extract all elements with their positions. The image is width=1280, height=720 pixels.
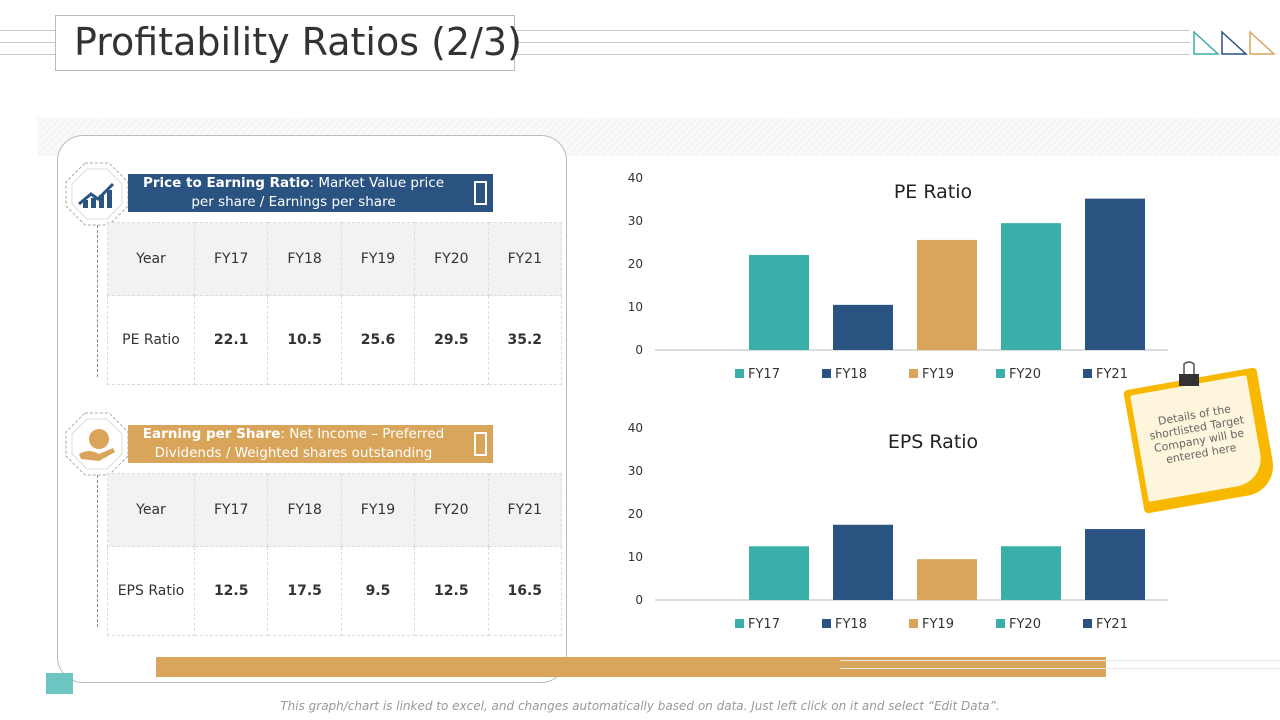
table-cell: FY19 [340,222,416,296]
deco-triangles [1193,30,1276,55]
table-cell: Year [107,222,195,296]
table-row: EPS Ratio 12.5 17.5 9.5 12.5 16.5 [107,546,563,636]
chart: EPS Ratio 0 10 20 30 40 FY17 FY18 FY19 FY20 FY21 [628,421,1168,632]
y-tick-label: 30 [628,464,643,478]
deco-line [0,42,1190,43]
y-tick-label: 0 [635,343,643,357]
legend-label: FY20 [1009,367,1041,382]
deco-line [840,660,1280,661]
definition: : Net Income – Preferred Dividends / Wei… [154,426,445,461]
legend-swatch [996,369,1005,378]
title: Profitability Ratios (2/3) [74,20,522,64]
deco-line [840,668,1280,669]
legend-label: FY19 [922,617,954,632]
definition: : Market Value price per share / Earning… [191,175,445,210]
y-tick-label: 40 [628,171,643,185]
table-cell: 22.1 [193,295,269,385]
bar [749,254,809,350]
legend-label: FY18 [835,367,867,382]
bar [749,546,809,600]
table-cell: PE Ratio [107,295,195,385]
banner-icon [474,432,487,456]
eps-banner: Earning per Share: Net Income – Preferre… [128,425,493,463]
chart-title: PE Ratio [894,181,972,203]
legend-swatch [735,619,744,628]
title-box: Profitability Ratios (2/3) [55,15,522,71]
connector [97,225,98,377]
binder-clip [1179,361,1199,386]
table-cell: FY18 [267,222,342,296]
bar [917,239,977,350]
y-tick-label: 10 [628,300,643,314]
connector [97,475,98,627]
bar [833,524,893,600]
table-cell: 10.5 [267,295,342,385]
y-tick-label: 40 [628,421,643,435]
table-row: PE Ratio 22.1 10.5 25.6 29.5 35.2 [107,295,563,385]
table-cell: FY21 [487,473,563,547]
bar [917,559,977,600]
legend-label: FY20 [1009,617,1041,632]
legend-swatch [735,369,744,378]
bar [1001,546,1061,600]
legend-label: FY18 [835,617,867,632]
chart-title: EPS Ratio [888,431,978,453]
table-cell: 12.5 [193,546,269,636]
table-cell: 17.5 [267,546,342,636]
legend-label: FY21 [1096,617,1128,632]
y-tick-label: 30 [628,214,643,228]
y-tick-label: 10 [628,550,643,564]
table-cell: 12.5 [414,546,489,636]
legend-swatch [822,619,831,628]
bar [1001,223,1061,350]
table-row: Year FY17 FY18 FY19 FY20 FY21 [107,473,563,547]
table-cell: EPS Ratio [107,546,195,636]
y-tick-label: 0 [635,593,643,607]
legend-swatch [822,369,831,378]
table-cell: 16.5 [487,546,563,636]
table-cell: FY18 [267,473,342,547]
table-cell: Year [107,473,195,547]
y-tick-label: 20 [628,507,643,521]
pe-table: Year FY17 FY18 FY19 FY20 FY21 PE Ratio 22.1 10.5… [107,222,563,385]
chart: PE Ratio 0 10 20 30 40 FY17 FY18 FY19 FY20 FY21 [628,171,1168,382]
term: Earning per Share [142,426,281,442]
pe-icon [65,162,129,226]
table-cell: FY20 [414,473,489,547]
eps-icon [65,412,129,476]
table-cell: FY17 [193,473,269,547]
bar [1085,198,1145,350]
legend-label: FY17 [748,367,780,382]
table-row: Year FY17 FY18 FY19 FY20 FY21 [107,222,563,296]
deco-line [0,54,1190,55]
table-cell: 35.2 [487,295,563,385]
legend-swatch [1083,369,1092,378]
deco-bar [156,657,1106,677]
legend-label: FY21 [1096,367,1128,382]
legend-swatch [909,619,918,628]
legend-label: FY17 [748,617,780,632]
bar [1085,529,1145,600]
legend-swatch [1083,619,1092,628]
legend-swatch [909,369,918,378]
pe-banner: Price to Earning Ratio: Market Value pri… [128,174,493,212]
table-cell: FY19 [340,473,416,547]
table-cell: 9.5 [340,546,416,636]
eps-table: Year FY17 FY18 FY19 FY20 FY21 EPS Ratio 12.5 17.… [107,473,563,636]
bar [833,304,893,350]
deco-line [0,30,1190,31]
y-tick-label: 20 [628,257,643,271]
banner-icon [474,181,487,205]
legend-label: FY19 [922,367,954,382]
table-cell: FY20 [414,222,489,296]
table-cell: FY21 [487,222,563,296]
legend-swatch [996,619,1005,628]
deco-square [46,673,73,694]
table-cell: 29.5 [414,295,489,385]
table-cell: FY17 [193,222,269,296]
table-cell: 25.6 [340,295,416,385]
term: Price to Earning Ratio [142,175,310,191]
footer: This graph/chart is linked to excel, and… [280,699,1000,713]
